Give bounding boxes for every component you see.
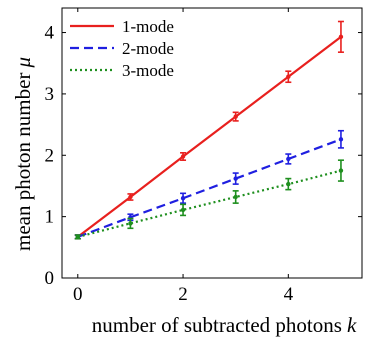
plot-area: [61, 7, 363, 279]
y-axis-label: mean photon number μ: [11, 57, 35, 251]
x-axis-label-text: number of subtracted photons: [92, 313, 342, 337]
series-3-mode: [74, 159, 344, 240]
series-line-3: [77, 169, 342, 238]
data-point-2-3: [233, 176, 238, 181]
series-2-mode: [74, 129, 344, 240]
legend-label-2: 2-mode: [122, 39, 174, 58]
legend: 1-mode 2-mode 3-mode: [70, 17, 174, 80]
y-tick-label-2: 2: [45, 145, 55, 166]
series-line-1: [77, 35, 342, 238]
series-1-mode: [74, 20, 344, 240]
plot-frame: [61, 7, 363, 279]
y-tick-label-4: 4: [45, 23, 55, 44]
data-point-1-5: [338, 34, 344, 40]
x-axis-label-symbol: k: [347, 313, 357, 337]
data-point-3-4: [286, 181, 291, 187]
x-tick-label-2: 4: [284, 284, 294, 305]
y-tick-label-0: 0: [45, 268, 55, 289]
data-point-3-0: [75, 234, 80, 240]
y-tick-label-1: 1: [45, 207, 55, 228]
axes: 0 2 4 0 1 2 3 4: [45, 8, 362, 305]
y-tick-label-3: 3: [45, 84, 55, 105]
series-line-2: [77, 138, 342, 238]
data-point-1-4: [286, 74, 291, 79]
series-layer: [74, 20, 344, 240]
data-point-2-5: [338, 137, 344, 142]
data-point-1-3: [233, 114, 238, 119]
y-axis-label-symbol: μ: [11, 57, 35, 69]
x-tick-label-1: 2: [178, 284, 188, 305]
data-point-3-1: [128, 221, 133, 226]
data-point-3-5: [338, 168, 344, 173]
legend-label-1: 1-mode: [122, 17, 174, 36]
data-point-3-2: [180, 207, 186, 213]
legend-label-3: 3-mode: [122, 61, 174, 80]
data-point-1-1: [128, 194, 133, 200]
data-point-2-4: [286, 156, 291, 162]
y-axis-label-text: mean photon number: [11, 73, 35, 251]
data-point-3-3: [233, 194, 238, 200]
x-tick-label-0: 0: [73, 284, 83, 305]
data-point-1-2: [180, 154, 186, 159]
x-axis-label: number of subtracted photons k: [92, 313, 357, 337]
data-point-2-2: [180, 196, 186, 201]
